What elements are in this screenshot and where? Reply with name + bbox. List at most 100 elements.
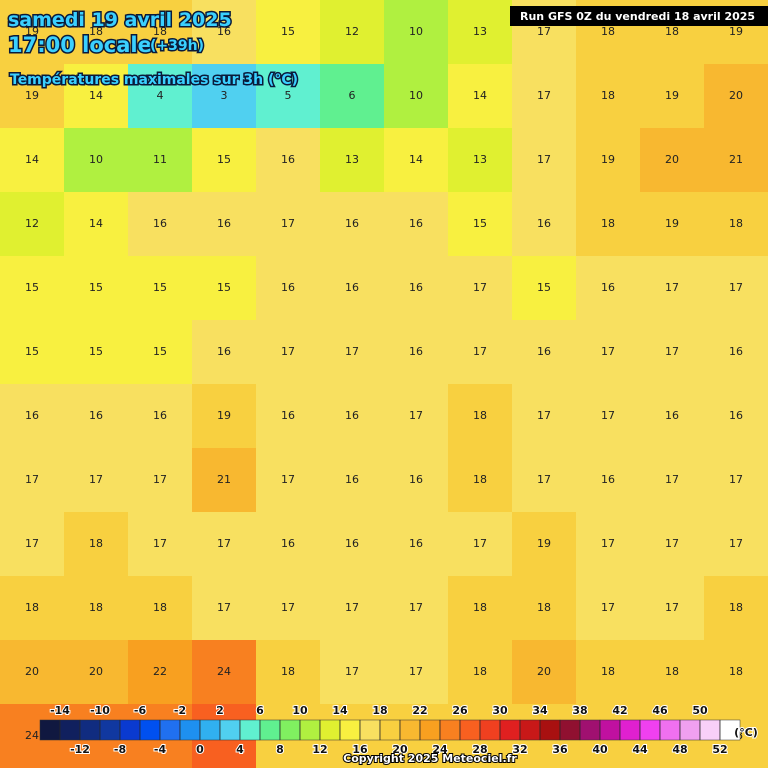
temp-cell <box>320 192 385 257</box>
scale-swatch <box>559 719 581 741</box>
temp-cell <box>256 128 321 193</box>
temp-cell <box>448 192 513 257</box>
temp-cell <box>256 448 321 513</box>
scale-swatch <box>499 719 521 741</box>
temp-value: 18 <box>281 665 295 678</box>
temp-value: 17 <box>217 601 231 614</box>
temp-value: 18 <box>153 25 167 38</box>
temp-cell <box>640 448 705 513</box>
temp-value: 17 <box>345 345 359 358</box>
temp-cell <box>256 320 321 385</box>
temp-cell <box>256 576 321 641</box>
temp-cell <box>704 448 768 513</box>
temp-cell <box>64 256 129 321</box>
temp-cell <box>0 192 65 257</box>
scale-label: -4 <box>154 743 167 756</box>
temp-cell <box>704 128 768 193</box>
temp-cell <box>640 256 705 321</box>
scale-label: 4 <box>236 743 244 756</box>
temp-cell <box>128 0 193 65</box>
temp-cell <box>320 0 385 65</box>
temp-value: 17 <box>665 601 679 614</box>
temp-cell <box>128 64 193 129</box>
temp-value: 16 <box>217 25 231 38</box>
temp-cell <box>128 320 193 385</box>
temp-cell <box>256 384 321 449</box>
temp-cell <box>384 512 449 577</box>
scale-label: 30 <box>492 704 508 717</box>
temp-value: 18 <box>89 601 103 614</box>
temp-value: 18 <box>601 217 615 230</box>
temp-cell <box>256 256 321 321</box>
temp-value: 17 <box>729 537 743 550</box>
temp-cell <box>704 64 768 129</box>
temp-value: 16 <box>345 281 359 294</box>
copyright: Copyright 2025 Meteociel.fr <box>343 752 517 765</box>
temp-value: 10 <box>89 153 103 166</box>
scale-swatch <box>219 719 241 741</box>
scale-label: 20 <box>392 743 408 756</box>
temp-cell <box>128 640 193 705</box>
temp-cell <box>704 256 768 321</box>
temp-value: 17 <box>345 601 359 614</box>
scale-label: 2 <box>216 704 224 717</box>
scale-label: 6 <box>256 704 264 717</box>
temp-cell <box>128 512 193 577</box>
scale-label: 18 <box>372 704 387 717</box>
temp-cell <box>640 384 705 449</box>
time: 17:00 locale <box>8 33 152 57</box>
scale-label: 44 <box>632 743 648 756</box>
temp-cell <box>0 256 65 321</box>
temp-cell <box>320 512 385 577</box>
temp-value: 15 <box>89 281 103 294</box>
temp-value: 17 <box>601 409 615 422</box>
scale-label: -12 <box>70 743 90 756</box>
temp-cell <box>64 640 129 705</box>
temp-cell <box>320 64 385 129</box>
scale-swatch <box>459 719 481 741</box>
temp-cell <box>384 64 449 129</box>
temp-cell <box>320 128 385 193</box>
temp-value: 19 <box>25 25 39 38</box>
temp-cell <box>128 192 193 257</box>
temp-value: 17 <box>729 473 743 486</box>
temp-value: 15 <box>217 281 231 294</box>
scale-swatch <box>679 719 701 741</box>
temp-value: 17 <box>281 601 295 614</box>
temp-cell <box>192 576 257 641</box>
temp-value: 18 <box>473 473 487 486</box>
temp-value: 15 <box>25 281 39 294</box>
temp-value: 19 <box>217 409 231 422</box>
scale-swatch <box>379 719 401 741</box>
temp-value: 16 <box>409 473 423 486</box>
temp-cell <box>576 320 641 385</box>
temp-value: 12 <box>25 217 39 230</box>
temp-value: 16 <box>729 409 743 422</box>
temp-cell <box>256 64 321 129</box>
scale-label: 34 <box>532 704 548 717</box>
temp-cell <box>0 384 65 449</box>
temp-cell <box>128 448 193 513</box>
scale-swatch <box>159 719 181 741</box>
temp-value: 17 <box>25 473 39 486</box>
scale-swatch <box>419 719 441 741</box>
temp-value: 18 <box>601 25 615 38</box>
scale-swatch <box>139 719 161 741</box>
temp-cell <box>0 448 65 513</box>
scale-swatch <box>99 719 121 741</box>
scale-swatch <box>39 719 61 741</box>
temp-value: 17 <box>665 281 679 294</box>
temp-value: 19 <box>601 153 615 166</box>
temp-cell <box>640 640 705 705</box>
temp-value: 18 <box>665 25 679 38</box>
scale-swatch <box>319 719 341 741</box>
temp-cell <box>704 320 768 385</box>
temp-value: 16 <box>345 409 359 422</box>
temp-value: 17 <box>473 537 487 550</box>
scale-swatch <box>179 719 201 741</box>
temp-value: 16 <box>345 473 359 486</box>
temp-cell <box>320 576 385 641</box>
scale-swatch <box>619 719 641 741</box>
temp-cell <box>704 384 768 449</box>
temp-value: 14 <box>89 89 103 102</box>
